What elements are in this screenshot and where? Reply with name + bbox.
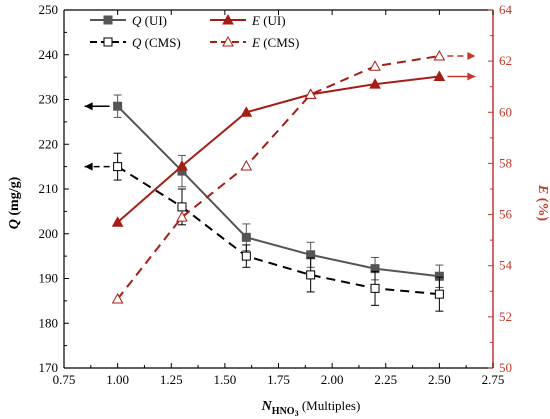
right-tick-label: 52 xyxy=(499,309,512,324)
right-tick-label: 58 xyxy=(499,155,512,170)
series-ecms xyxy=(111,49,446,304)
left-tick-label: 180 xyxy=(39,315,59,330)
data-point xyxy=(306,270,316,280)
x-tick-label: 1.25 xyxy=(160,372,183,387)
legend-label: E (UI) xyxy=(251,13,286,28)
right-arrow-e-ui-head xyxy=(467,72,476,81)
legend-item: Q (CMS) xyxy=(90,35,181,50)
data-point xyxy=(176,159,188,171)
series-line xyxy=(116,75,440,223)
right-y-axis-title: E (%) xyxy=(535,184,550,222)
data-point xyxy=(433,49,446,61)
x-tick-label: 0.75 xyxy=(53,372,76,387)
data-point xyxy=(103,15,113,25)
data-point xyxy=(240,106,253,117)
data-point xyxy=(222,35,234,47)
data-point xyxy=(113,101,123,111)
series-qui xyxy=(113,94,444,288)
data-point xyxy=(103,37,113,47)
x-tick-label: 1.50 xyxy=(214,372,237,387)
left-y-axis-title: Q (mg/g) xyxy=(7,176,22,229)
right-tick-label: 64 xyxy=(499,2,513,17)
data-point xyxy=(111,292,124,304)
x-tick-label: 2.75 xyxy=(482,372,505,387)
x-tick-label: 1.75 xyxy=(267,372,290,387)
x-tick-label: 2.00 xyxy=(321,372,344,387)
series-eui xyxy=(111,70,446,227)
data-point xyxy=(222,13,234,25)
data-point xyxy=(434,289,444,299)
data-point xyxy=(370,283,380,293)
axis-pointer-arrows xyxy=(84,52,476,171)
data-point xyxy=(304,88,317,99)
legend-item: E (UI) xyxy=(210,13,286,28)
series-line xyxy=(117,165,440,296)
x-axis-title: NHNO3 (Multiples) xyxy=(261,398,361,418)
left-tick-label: 210 xyxy=(39,181,59,196)
legend-label: Q (UI) xyxy=(132,13,167,28)
left-tick-label: 230 xyxy=(39,92,59,107)
legend-label: E (CMS) xyxy=(251,35,299,50)
data-point xyxy=(369,60,381,71)
left-tick-label: 190 xyxy=(39,271,59,286)
data-point xyxy=(433,70,446,81)
left-tick-label: 200 xyxy=(39,226,59,241)
data-point xyxy=(241,232,251,242)
right-tick-label: 54 xyxy=(499,258,513,273)
left-arrow-q-cms-head xyxy=(84,162,93,171)
data-point xyxy=(176,211,188,222)
series-layer xyxy=(111,49,446,312)
x-tick-label: 2.25 xyxy=(374,372,397,387)
x-tick-label: 1.00 xyxy=(106,372,129,387)
right-tick-label: 62 xyxy=(499,53,512,68)
left-arrow-q-ui-head xyxy=(84,102,93,111)
left-tick-label: 250 xyxy=(39,2,59,17)
legend-item: Q (UI) xyxy=(90,13,167,28)
right-arrow-e-cms-head xyxy=(467,52,476,61)
left-tick-label: 240 xyxy=(39,47,59,62)
legend: Q (UI) E (UI) Q (CMS) E (CMS) xyxy=(90,13,299,50)
series-qcms xyxy=(113,152,444,312)
data-point xyxy=(369,78,381,89)
right-tick-label: 60 xyxy=(499,104,512,119)
series-line xyxy=(116,55,440,300)
legend-item: E (CMS) xyxy=(210,35,299,50)
data-point xyxy=(113,162,123,172)
right-tick-label: 50 xyxy=(499,360,512,375)
data-point xyxy=(241,251,251,261)
x-axis: 0.75 1.00 1.25 1.50 1.75 2.00 2.25 2.50 2.75 xyxy=(53,10,505,387)
data-point xyxy=(111,216,124,227)
right-tick-label: 56 xyxy=(499,207,513,222)
data-point xyxy=(240,159,253,171)
left-tick-label: 170 xyxy=(39,360,59,375)
left-tick-label: 220 xyxy=(39,136,59,151)
x-tick-label: 2.50 xyxy=(428,372,451,387)
legend-label: Q (CMS) xyxy=(132,35,181,50)
series-line xyxy=(116,105,440,278)
plot-area xyxy=(63,9,494,369)
left-y-axis: 170 180 190 200 210 220 230 240 250 xyxy=(39,2,69,375)
right-y-axis: 50 52 54 56 58 60 62 64 xyxy=(488,2,513,375)
data-point xyxy=(177,202,187,212)
